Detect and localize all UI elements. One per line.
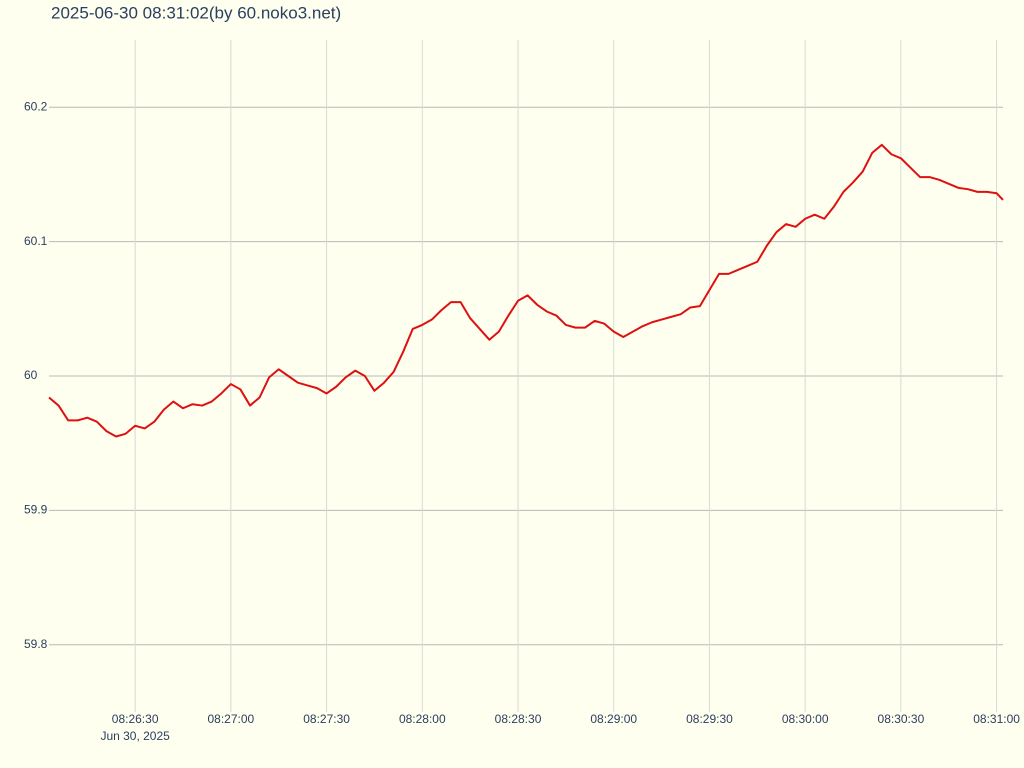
x-tick-label: 08:28:30: [495, 712, 542, 726]
x-tick-label: 08:30:30: [878, 712, 925, 726]
y-tick-label: 59.9: [24, 503, 48, 517]
x-tick-label: 08:29:30: [686, 712, 733, 726]
y-tick-label: 59.8: [24, 637, 48, 651]
x-tick-label: 08:30:00: [782, 712, 829, 726]
y-tick-label: 60.1: [24, 234, 48, 248]
chart-title: 2025-06-30 08:31:02(by 60.noko3.net): [51, 3, 341, 22]
x-tick-label: 08:29:00: [590, 712, 637, 726]
x-tick-label: 08:31:00: [973, 712, 1020, 726]
y-tick-label: 60.2: [24, 99, 48, 113]
x-tick-label: 08:27:00: [208, 712, 255, 726]
x-tick-label: 08:27:30: [303, 712, 350, 726]
x-tick-label: 08:26:30: [112, 712, 159, 726]
x-tick-label: 08:28:00: [399, 712, 446, 726]
x-date-label: Jun 30, 2025: [100, 729, 170, 743]
data-line: [48, 143, 1004, 438]
y-tick-label: 60: [24, 368, 38, 382]
